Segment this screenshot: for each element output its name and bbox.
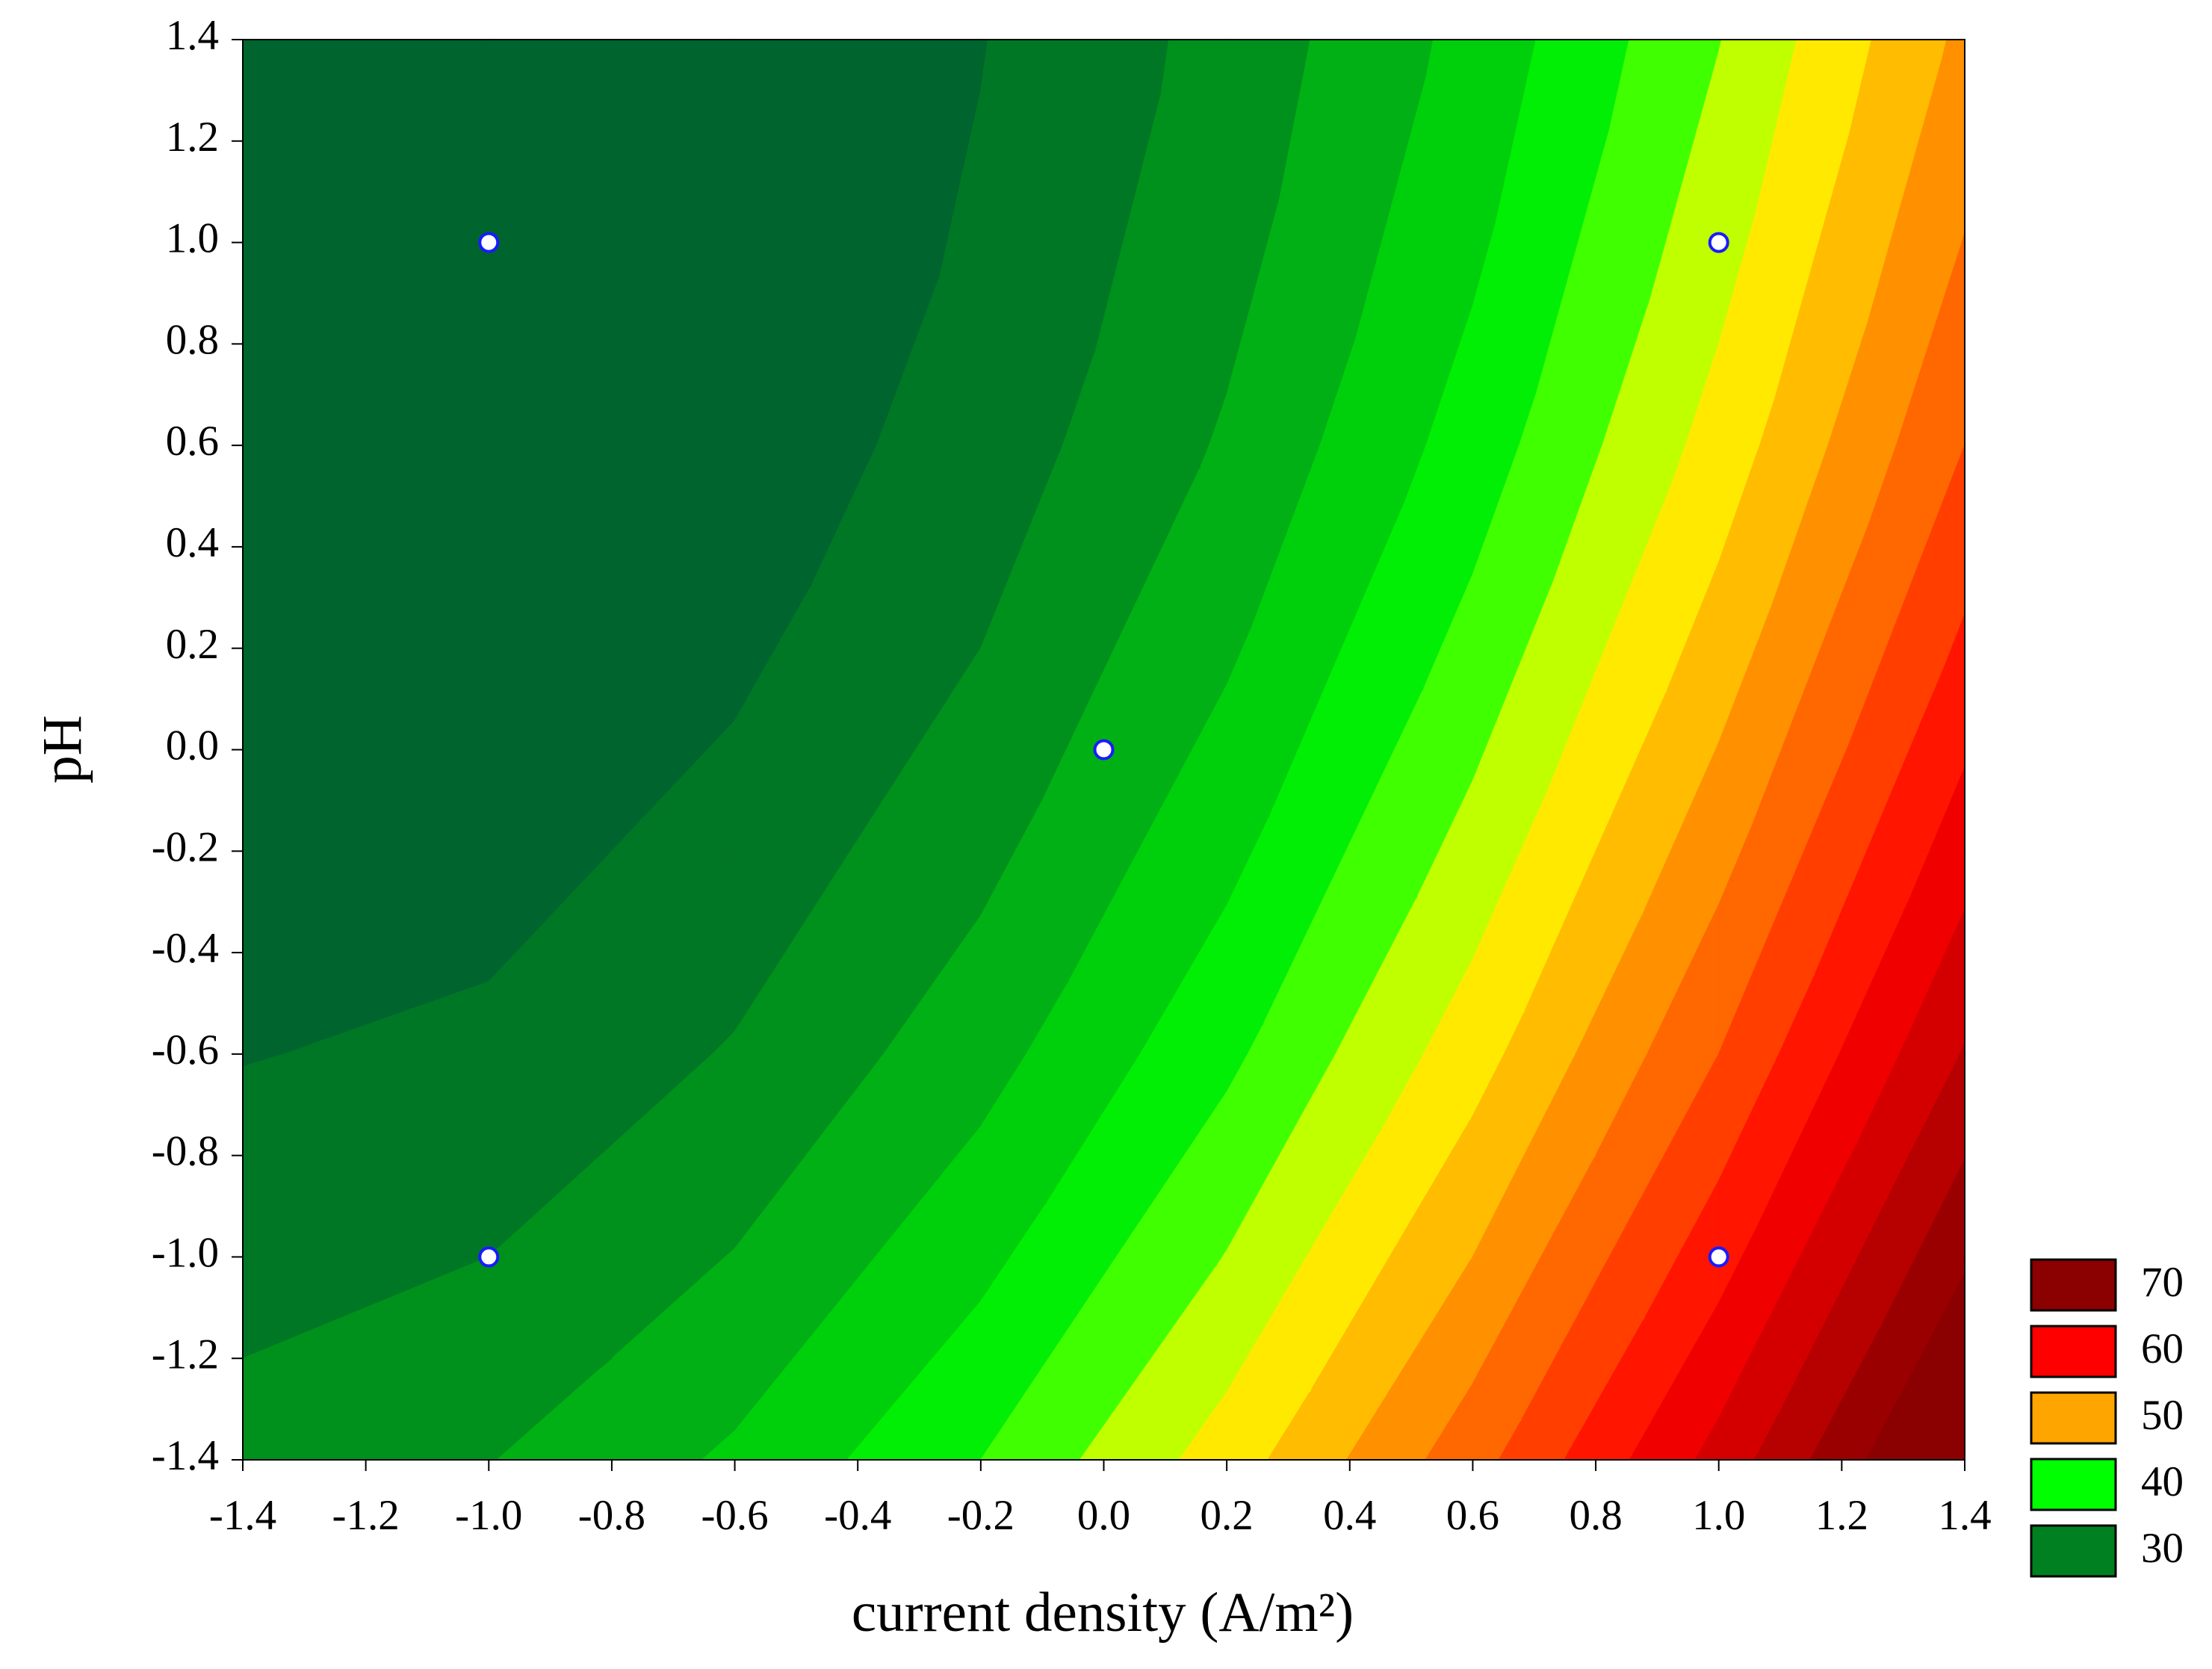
y-tick-label: 1.2	[166, 114, 219, 161]
legend-swatch	[2030, 1458, 2117, 1511]
legend-label: 60	[2141, 1325, 2184, 1372]
y-tick-label: -1.4	[152, 1432, 219, 1479]
x-tick-label: -0.4	[824, 1492, 891, 1539]
x-tick-label: 0.4	[1323, 1492, 1376, 1539]
x-tick-label: 1.0	[1692, 1492, 1745, 1539]
plot-frame	[242, 39, 1965, 1461]
contour-field	[241, 38, 1966, 1461]
design-point	[1093, 739, 1115, 761]
x-tick-label: -0.8	[578, 1492, 645, 1539]
x-tick-label: 0.2	[1201, 1492, 1254, 1539]
x-tick-label: -1.4	[209, 1492, 276, 1539]
x-tick-label: -0.6	[701, 1492, 768, 1539]
legend-label: 70	[2141, 1259, 2184, 1306]
legend-swatch	[2030, 1524, 2117, 1578]
x-tick-label: 0.8	[1569, 1492, 1622, 1539]
y-tick-label: 0.4	[166, 519, 219, 566]
design-point	[478, 232, 500, 253]
y-axis-label: pH	[31, 715, 93, 784]
legend-label: 40	[2141, 1458, 2184, 1505]
x-tick-label: 0.0	[1077, 1492, 1130, 1539]
y-tick-label: 1.0	[166, 215, 219, 262]
y-tick-label: 0.0	[166, 722, 219, 770]
legend-label: 30	[2141, 1525, 2184, 1572]
y-tick-label: -0.8	[152, 1128, 219, 1175]
x-axis-label: current density (A/m²)	[852, 1582, 1354, 1644]
x-tick-label: -1.0	[455, 1492, 522, 1539]
x-tick-label: -1.2	[332, 1492, 400, 1539]
y-tick-label: -1.0	[152, 1230, 219, 1277]
design-point	[1708, 1246, 1729, 1268]
design-point	[478, 1246, 500, 1268]
y-tick-label: 0.6	[166, 418, 219, 465]
legend-swatch	[2030, 1258, 2117, 1312]
design-point	[1708, 232, 1729, 253]
legend-swatch	[2030, 1325, 2117, 1378]
y-tick-label: -1.2	[152, 1331, 219, 1378]
y-tick-label: 0.8	[166, 316, 219, 363]
x-tick-label: 1.4	[1938, 1492, 1991, 1539]
x-tick-label: 0.6	[1446, 1492, 1499, 1539]
x-tick-label: 1.2	[1815, 1492, 1868, 1539]
x-tick-label: -0.2	[947, 1492, 1014, 1539]
y-tick-label: 1.4	[166, 12, 219, 59]
legend-swatch	[2030, 1391, 2117, 1445]
y-tick-label: -0.4	[152, 925, 219, 972]
y-tick-label: 0.2	[166, 621, 219, 668]
y-tick-label: -0.2	[152, 823, 219, 870]
legend-label: 50	[2141, 1392, 2184, 1439]
y-tick-label: -0.6	[152, 1027, 219, 1074]
